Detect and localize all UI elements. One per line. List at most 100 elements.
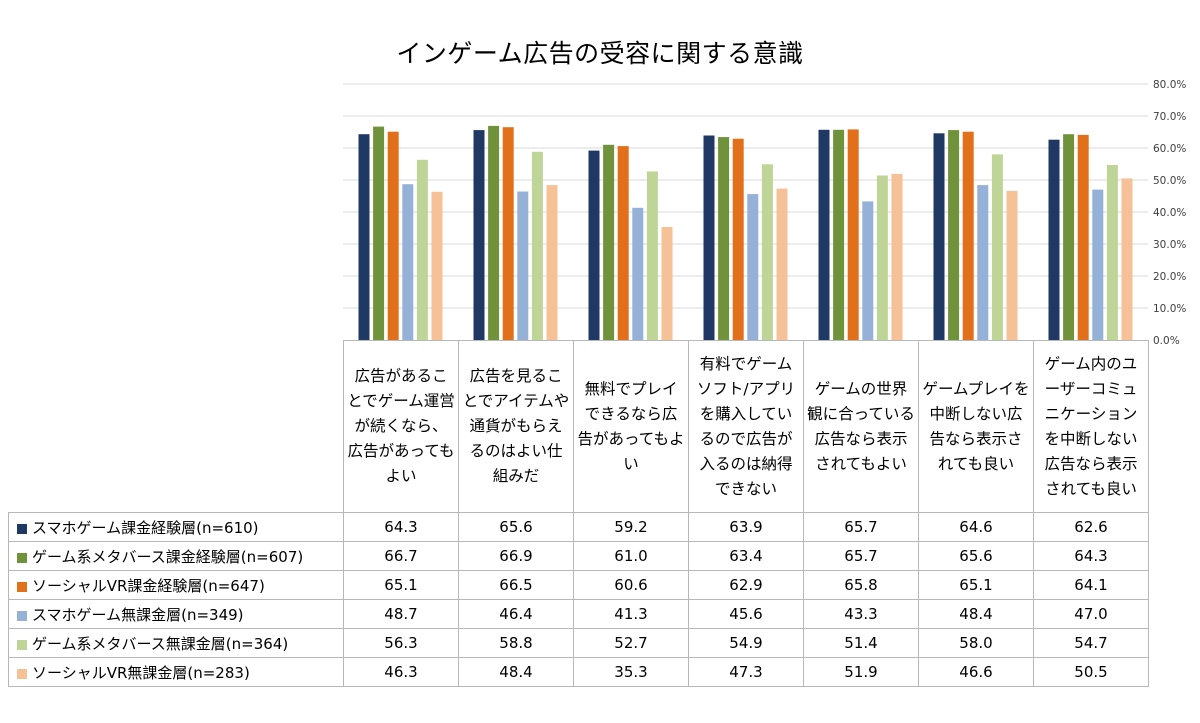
data-cell: 58.8 [458,628,574,658]
bar [488,125,500,341]
data-cell: 65.8 [803,570,919,600]
bar [502,127,514,340]
bar [1121,178,1133,340]
data-cell: 65.6 [458,512,574,542]
bar [761,164,773,340]
y-tick-label: 30.0% [1153,239,1186,251]
bar [373,126,385,340]
data-cell: 63.4 [688,541,804,571]
data-cell: 58.0 [918,628,1034,658]
y-tick-label: 20.0% [1153,271,1186,283]
data-cell: 51.9 [803,657,919,687]
bar [632,207,644,340]
bar [617,146,629,340]
series-name: ゲーム系メタバース無課金層(n=364) [32,634,289,653]
data-cell: 64.3 [343,512,459,542]
bar [473,130,485,340]
data-cell: 65.7 [803,541,919,571]
y-tick-label: 50.0% [1153,175,1186,187]
bar [948,130,960,340]
series-name: スマホゲーム無課金層(n=349) [32,605,244,624]
data-cell: 65.6 [918,541,1034,571]
bar [862,201,874,340]
data-cell: 47.0 [1033,599,1149,629]
bar [1092,189,1104,340]
bar [603,144,615,340]
series-label: ゲーム系メタバース課金経験層(n=607) [8,541,344,571]
data-cell: 35.3 [573,657,689,687]
y-tick-label: 40.0% [1153,207,1186,219]
bar [891,173,903,340]
table-row: ゲーム系メタバース課金経験層(n=607) 66.7 66.9 61.0 63.4 65.… [8,541,1149,571]
series-name: ソーシャルVR無課金層(n=283) [32,663,250,682]
data-cell: 54.9 [688,628,804,658]
bar [646,171,658,340]
y-tick-labels: 0.0% 10.0% 20.0% 30.0% 40.0% 50.0% 60.0% 70.0% 8… [1153,79,1186,345]
data-cell: 66.9 [458,541,574,571]
series-label: ソーシャルVR無課金層(n=283) [8,657,344,687]
category-label: 無料でプレイできるなら広告があってもよい [573,340,689,513]
bar [703,135,715,340]
data-cell: 45.6 [688,599,804,629]
data-cell: 66.7 [343,541,459,571]
data-cell: 64.1 [1033,570,1149,600]
table-row: ソーシャルVR課金経験層(n=647) 65.1 66.5 60.6 62.9 65.8 6… [8,570,1149,600]
y-tick-label: 70.0% [1153,111,1186,123]
chart-title: インゲーム広告の受容に関する意識 [396,39,804,68]
category-table: 広告があることでゲーム運営が続くなら、広告があってもよい 広告を見ることでアイテム… [343,340,1149,513]
bar [517,191,529,340]
legend-swatch [17,668,27,679]
data-cell: 65.7 [803,512,919,542]
bar [1063,134,1075,340]
bar-chart: 0.0% 10.0% 20.0% 30.0% 40.0% 50.0% 60.0% 70.0% 8… [343,79,1186,345]
y-tick-label: 80.0% [1153,79,1186,91]
legend-swatch [17,552,27,563]
data-cell: 46.6 [918,657,1034,687]
data-cell: 62.9 [688,570,804,600]
bar [588,150,600,340]
bar [833,129,845,340]
bar [747,194,759,340]
data-cell: 50.5 [1033,657,1149,687]
data-cell: 65.1 [918,570,1034,600]
table-row: ソーシャルVR無課金層(n=283) 46.3 48.4 35.3 47.3 51.9 46… [8,657,1149,687]
bar [358,134,370,340]
bar [416,159,428,340]
category-label: ゲームプレイを中断しない広告なら表示されても良い [918,340,1034,513]
gridlines [343,83,1148,309]
data-cell: 48.4 [458,657,574,687]
series-name: ソーシャルVR課金経験層(n=647) [32,576,265,595]
data-cell: 51.4 [803,628,919,658]
data-cell: 59.2 [573,512,689,542]
category-label: 広告があることでゲーム運営が続くなら、広告があってもよい [343,340,459,513]
bar [387,131,399,340]
bars [358,125,1133,341]
series-label: スマホゲーム課金経験層(n=610) [8,512,344,542]
bar [962,131,974,340]
bar [718,137,730,340]
bar [531,151,543,340]
bar [402,184,414,340]
legend-swatch [17,610,27,621]
data-cell: 62.6 [1033,512,1149,542]
bar [732,138,744,340]
bar [1106,165,1118,340]
series-label: ゲーム系メタバース無課金層(n=364) [8,628,344,658]
data-cell: 54.7 [1033,628,1149,658]
bar [546,185,558,340]
y-tick-label: 10.0% [1153,303,1186,315]
legend-swatch [17,639,27,650]
bar [1048,139,1060,340]
bar [818,129,830,340]
bar [876,175,888,340]
data-cell: 64.3 [1033,541,1149,571]
bar [1006,190,1018,340]
bar [661,227,673,340]
bar [1077,134,1089,340]
data-cell: 48.7 [343,599,459,629]
bar [991,154,1003,340]
bar [847,129,859,340]
y-tick-label: 0.0% [1153,335,1180,345]
data-cell: 48.4 [918,599,1034,629]
series-label: ソーシャルVR課金経験層(n=647) [8,570,344,600]
